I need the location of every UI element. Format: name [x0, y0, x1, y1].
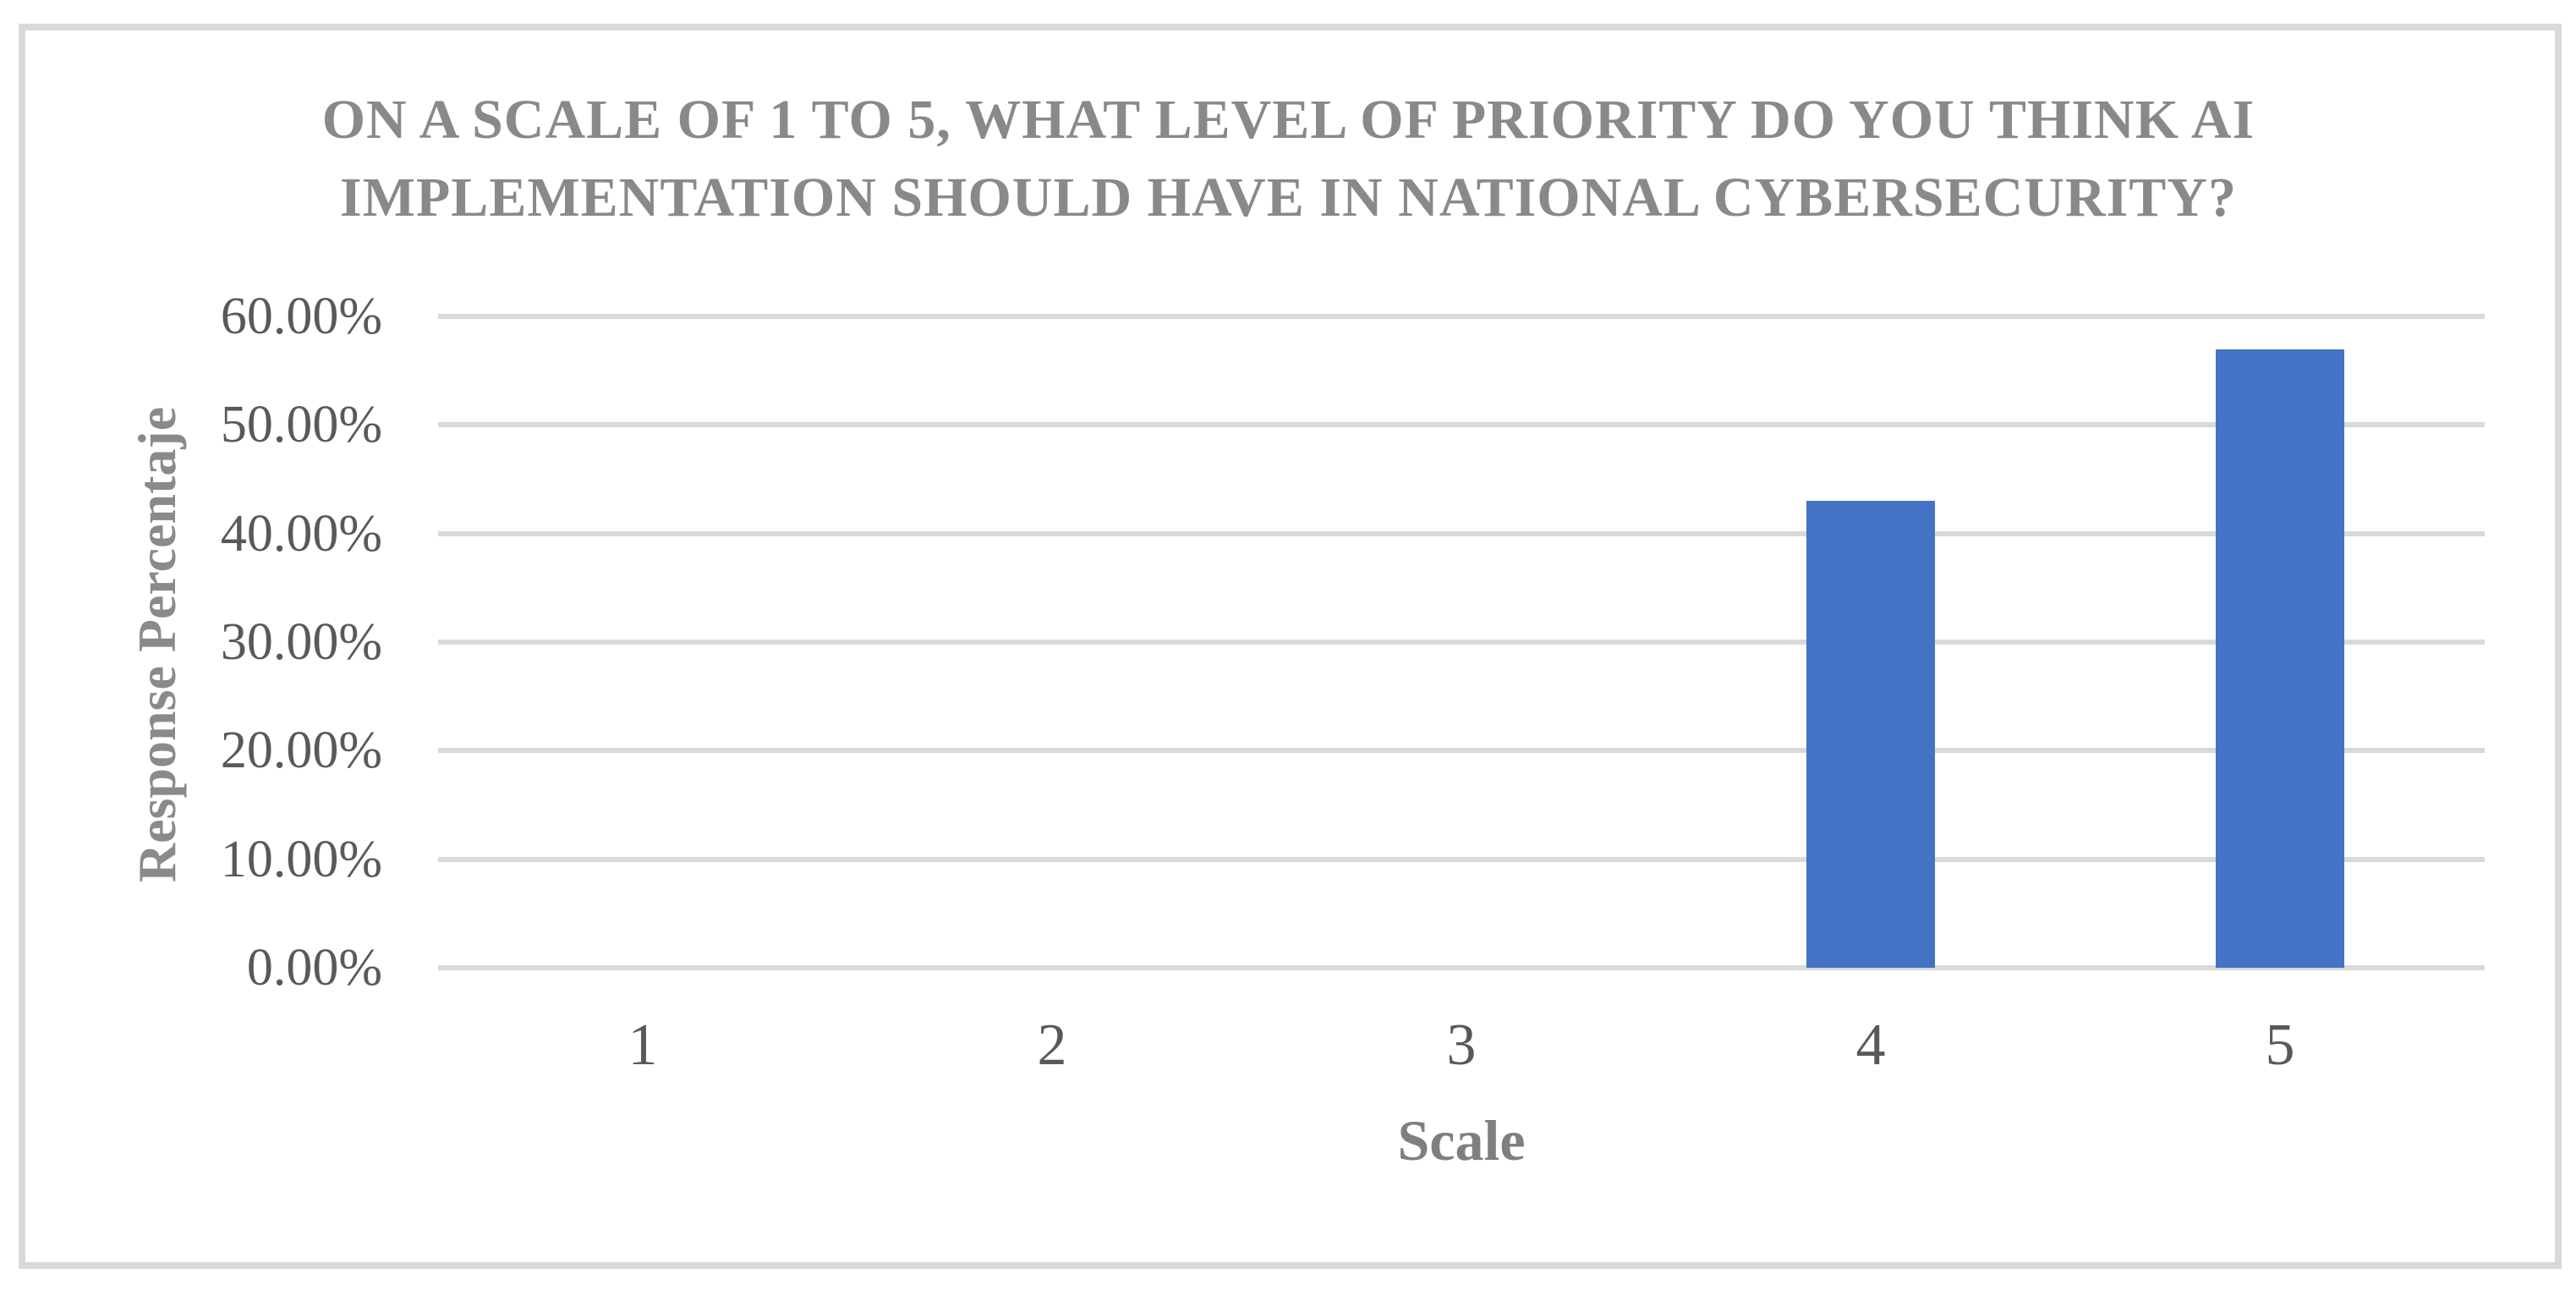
x-axis-tick-label: 5 — [2265, 1013, 2295, 1078]
x-axis-tick-label: 3 — [1446, 1013, 1477, 1078]
gridline — [438, 640, 2485, 645]
bar-category-4 — [1806, 501, 1935, 968]
x-axis-tick-labels: 1 2 3 4 5 — [438, 1013, 2485, 1078]
gridline — [438, 314, 2485, 319]
gridline — [438, 530, 2485, 536]
y-axis-tick-label: 50.00% — [220, 396, 382, 454]
figure-border — [19, 24, 2562, 1269]
gridline — [438, 422, 2485, 428]
gridline — [438, 748, 2485, 754]
chart-title: ON A SCALE OF 1 TO 5, WHAT LEVEL OF PRIO… — [25, 81, 2551, 237]
plot-area — [438, 314, 2485, 970]
y-axis-tick-label: 10.00% — [220, 830, 382, 888]
chart-title-line-1: ON A SCALE OF 1 TO 5, WHAT LEVEL OF PRIO… — [321, 89, 2255, 151]
gridline — [438, 856, 2485, 862]
y-axis-tick-label: 20.00% — [220, 722, 382, 780]
bar-category-5 — [2216, 349, 2344, 968]
x-axis-title: Scale — [1397, 1108, 1526, 1172]
y-axis-tick-labels: 60.00% 50.00% 40.00% 30.00% 20.00% 10.00% 0.00… — [0, 290, 382, 994]
y-axis-tick-label: 40.00% — [220, 504, 382, 563]
y-axis-tick-label: 30.00% — [220, 613, 382, 671]
gridline — [438, 965, 2485, 970]
x-axis-tick-label: 4 — [1855, 1013, 1886, 1078]
x-axis-tick-label: 2 — [1037, 1013, 1067, 1078]
chart-title-line-2: IMPLEMENTATION SHOULD HAVE IN NATIONAL C… — [340, 167, 2237, 228]
y-axis-tick-label: 60.00% — [220, 288, 382, 345]
x-axis-tick-label: 1 — [628, 1013, 658, 1078]
y-axis-tick-label: 0.00% — [246, 939, 382, 997]
